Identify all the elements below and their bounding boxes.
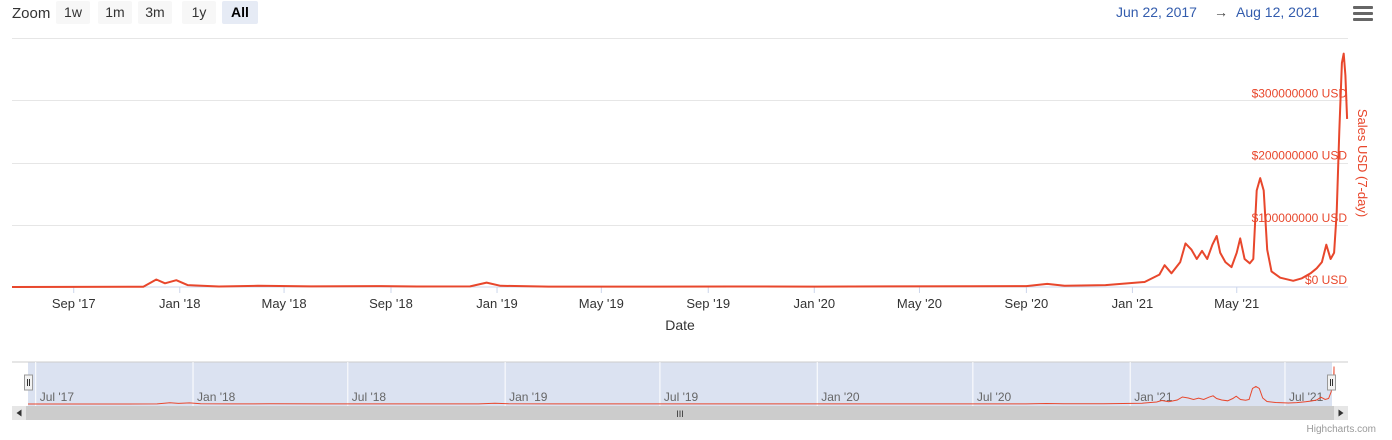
navigator-handle-right[interactable] (1327, 374, 1336, 391)
zoom-button-group: 1w 1m 3m 1y All (56, 1, 258, 24)
range-to-input[interactable]: Aug 12, 2021 (1236, 4, 1320, 20)
navigator-label: Jan '19 (509, 390, 548, 404)
zoom-button-all[interactable]: All (222, 1, 258, 24)
y-tick-label: $0 USD (1305, 273, 1347, 287)
navigator-series (28, 366, 1335, 405)
zoom-button-3m[interactable]: 3m (138, 1, 172, 24)
x-tick-label: May '21 (1214, 296, 1259, 311)
y-grid (12, 38, 1348, 226)
navigator-label: Jul '19 (664, 390, 699, 404)
x-tick-label: Jan '19 (476, 296, 518, 311)
navigator-label: Jul '17 (40, 390, 75, 404)
x-axis-labels: Sep '17 Jan '18 May '18 Sep '18 Jan '19 May '… (52, 287, 1259, 311)
x-tick-label: Jan '20 (794, 296, 836, 311)
zoom-button-label: 3m (145, 4, 164, 20)
x-tick-label: Jan '21 (1112, 296, 1154, 311)
y-tick-label: $300000000 USD (1252, 86, 1348, 100)
navigator-label: Jul '18 (352, 390, 387, 404)
x-tick-label: Sep '17 (52, 296, 96, 311)
navigator-grid (35, 362, 1286, 406)
x-tick-label: May '19 (579, 296, 624, 311)
x-tick-label: Jan '18 (159, 296, 201, 311)
x-tick-label: Sep '20 (1005, 296, 1049, 311)
range-arrow: → (1214, 4, 1228, 20)
y-axis-labels: $0 USD $100000000 USD $200000000 USD $30000… (1252, 86, 1348, 287)
navigator-series-line (28, 366, 1335, 405)
series-line-sales-usd (11, 52, 1349, 288)
zoom-button-1y[interactable]: 1y (182, 1, 216, 24)
x-tick-label: May '18 (262, 296, 307, 311)
zoom-button-1m[interactable]: 1m (98, 1, 132, 24)
scroll-right-arrow-icon[interactable] (1334, 406, 1348, 420)
x-axis-title: Date (665, 317, 695, 333)
zoom-button-label: 1m (105, 4, 124, 20)
x-tick-label: Sep '18 (369, 296, 413, 311)
y-tick-label: $100000000 USD (1252, 211, 1348, 225)
navigator-label: Jan '20 (821, 390, 860, 404)
zoom-button-label: 1y (192, 4, 207, 20)
scrollbar-grip-icon: III (676, 409, 684, 419)
zoom-button-label: 1w (64, 4, 83, 20)
navigator-mask[interactable] (28, 362, 1332, 406)
zoom-button-1w[interactable]: 1w (56, 1, 90, 24)
navigator-label: Jul '20 (977, 390, 1012, 404)
y-tick-label: $200000000 USD (1252, 149, 1348, 163)
x-tick-label: Sep '19 (686, 296, 730, 311)
navigator-handle-left[interactable] (24, 374, 33, 391)
series-group (11, 52, 1349, 288)
x-tick-label: May '20 (897, 296, 942, 311)
scroll-left-arrow-icon[interactable] (12, 406, 26, 420)
range-from-input[interactable]: Jun 22, 2017 (1116, 4, 1197, 20)
navigator[interactable]: Jul '17 Jan '18 Jul '18 Jan '19 Jul '19 Jan '… (12, 361, 1348, 406)
hamburger-menu-icon[interactable] (1350, 2, 1378, 26)
zoom-label: Zoom (12, 5, 50, 22)
scrollbar[interactable]: III (12, 406, 1348, 420)
highcharts-credit-link[interactable]: Highcharts.com (1307, 424, 1376, 435)
y-axis-title: Sales USD (7-day) (1355, 109, 1370, 217)
scrollbar-thumb[interactable] (26, 406, 1334, 420)
navigator-label: Jan '18 (197, 390, 236, 404)
zoom-button-label: All (231, 4, 249, 20)
